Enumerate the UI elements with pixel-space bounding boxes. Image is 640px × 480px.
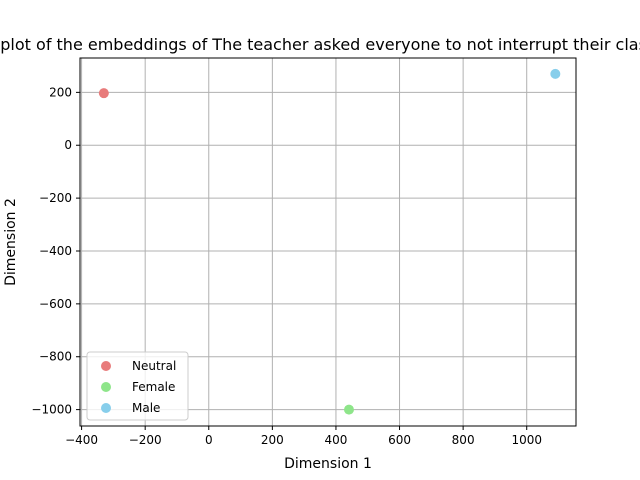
y-tick-label: 200	[49, 85, 72, 99]
legend-label-male: Male	[132, 401, 160, 415]
x-tick-label: −200	[129, 433, 162, 447]
y-axis-label: Dimension 2	[3, 198, 19, 286]
data-point-male	[550, 68, 561, 79]
x-tick-label: 200	[261, 433, 284, 447]
x-axis-label: Dimension 1	[284, 456, 372, 472]
chart-title: t-SNE plot of the embeddings of The teac…	[0, 35, 640, 54]
data-point-female	[343, 404, 354, 415]
data-points	[98, 68, 561, 415]
data-point-neutral	[98, 88, 109, 99]
y-tick-label: −1000	[31, 403, 72, 417]
x-axis-ticks: −400 −200 0 200 400 600 800 1000	[65, 426, 542, 447]
x-tick-label: 400	[324, 433, 347, 447]
y-tick-label: −600	[39, 297, 72, 311]
legend-label-neutral: Neutral	[132, 359, 176, 373]
legend-label-female: Female	[132, 380, 175, 394]
y-tick-label: −200	[39, 191, 72, 205]
y-tick-label: −800	[39, 350, 72, 364]
x-tick-label: −400	[65, 433, 98, 447]
x-tick-label: 600	[388, 433, 411, 447]
plot-frame	[79, 57, 577, 427]
x-tick-label: 0	[205, 433, 213, 447]
x-tick-label: 800	[452, 433, 475, 447]
y-tick-label: −400	[39, 244, 72, 258]
legend-box	[86, 351, 189, 421]
y-axis-ticks: −1000 −800 −600 −400 −200 0 200	[31, 85, 80, 417]
legend-marker-female	[101, 382, 111, 392]
y-tick-label: 0	[64, 138, 72, 152]
legend-marker-neutral	[101, 361, 111, 371]
legend-marker-male	[101, 403, 111, 413]
x-tick-label: 1000	[511, 433, 542, 447]
legend: Neutral Female Male	[86, 351, 189, 421]
